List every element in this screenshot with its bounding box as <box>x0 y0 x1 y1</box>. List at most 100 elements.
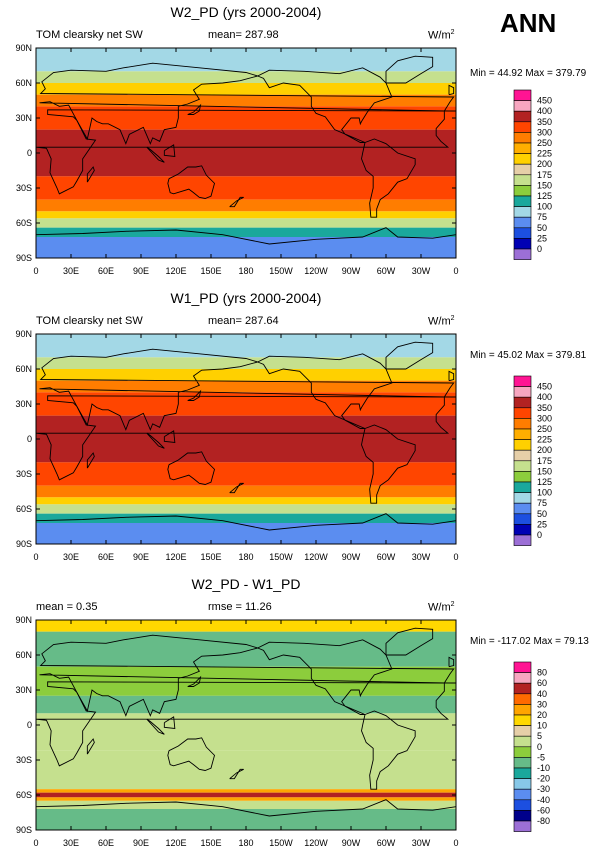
panel2-band-6 <box>36 415 456 463</box>
panel3-xtick-label-0: 0 <box>33 838 38 848</box>
panel3-legend-label-0: 80 <box>537 668 547 678</box>
panel1-legend-box-13 <box>513 227 532 239</box>
panel1-legend-label-3: 300 <box>537 127 552 137</box>
panel3-legend-label-1: 60 <box>537 678 547 688</box>
panel2-coastline-12 <box>163 430 176 444</box>
panel3-rmse: rmse = 11.26 <box>208 601 272 613</box>
panel1-coastline-1 <box>39 62 455 145</box>
panel1-units-text: W/m <box>428 29 451 42</box>
panel1-legend-label-14: 0 <box>537 244 542 254</box>
panel3-ytick-label-3: 0 <box>27 720 32 730</box>
panel1-xtick-label-8: 120W <box>304 266 328 276</box>
panel1-variable: TOM clearsky net SW <box>36 29 143 41</box>
panel1-band-4 <box>36 106 456 118</box>
panel1-coastline-2 <box>257 67 393 143</box>
panel3-band-9 <box>36 797 456 801</box>
panel2-legend-box-9 <box>513 471 532 483</box>
panel1-legend-label-11: 75 <box>537 212 547 222</box>
panel3-coastline-12 <box>163 716 176 730</box>
panel1-ytick-label-3: 0 <box>27 148 32 158</box>
panel1-coastline-5 <box>385 55 434 84</box>
panel3-units-text: W/m <box>428 601 451 614</box>
panel2-coastline-5 <box>385 341 434 370</box>
panel3-band-10 <box>36 800 456 809</box>
panel3-units-sup: 2 <box>450 601 455 608</box>
panel2-band-11 <box>36 504 456 514</box>
panel3-band-3 <box>36 695 456 714</box>
panel2-legend-label-14: 0 <box>537 530 542 540</box>
panel1-ytick-label-2: 30N <box>15 113 32 123</box>
panel1-xtick-label-4: 120E <box>165 266 186 276</box>
panel1-coastline-9 <box>448 84 455 96</box>
panel2-xtick-label-12: 0 <box>453 552 458 562</box>
panel3-legend-box-11 <box>513 778 532 790</box>
panel3-legend-box-13 <box>513 799 532 811</box>
panel2-legend-box-5 <box>513 428 532 440</box>
panel2-ytick-label-3: 0 <box>27 434 32 444</box>
panel1-band-7 <box>36 176 456 188</box>
panel1-band-2 <box>36 83 456 95</box>
panel1-xtick-label-12: 0 <box>453 266 458 276</box>
panel2-legend-label-6: 200 <box>537 445 552 455</box>
panel1-band-11 <box>36 218 456 228</box>
panel2-band-12 <box>36 513 456 523</box>
panel3-legend-box-3 <box>513 693 532 705</box>
panel1-legend-box-15 <box>513 248 532 260</box>
panel2-xtick-label-5: 150E <box>200 552 221 562</box>
panel2-band-7 <box>36 462 456 474</box>
panel3-band-6 <box>36 750 456 790</box>
panel1-legend-label-6: 200 <box>537 159 552 169</box>
panel2-ytick-label-2: 30N <box>15 399 32 409</box>
panel3-ytick-label-4: 30S <box>16 755 32 765</box>
panel3-legend-box-6 <box>513 725 532 737</box>
panel1-ytick-label-0: 90N <box>15 43 32 53</box>
panel2-xtick-label-3: 90E <box>133 552 149 562</box>
panel3-coastline-3 <box>361 710 416 790</box>
panel3-xtick-label-1: 30E <box>63 838 79 848</box>
panel2-coastline-9 <box>448 370 455 382</box>
panel1-xtick-label-0: 0 <box>33 266 38 276</box>
panel2-band-10 <box>36 497 456 505</box>
panel1-legend-box-7 <box>513 163 532 176</box>
panel1-coastline-6 <box>35 227 457 245</box>
panel1-minmax: Min = 44.92 Max = 379.79 <box>470 68 587 79</box>
panel2-band-0 <box>36 334 456 358</box>
panel1-xtick-label-6: 180 <box>238 266 253 276</box>
panel2-xtick-label-8: 120W <box>304 552 328 562</box>
panel1-legend-label-7: 175 <box>537 170 552 180</box>
panel1-legend-label-1: 400 <box>537 106 552 116</box>
panel2-legend-label-5: 225 <box>537 435 552 445</box>
panel1-xtick-label-2: 60E <box>98 266 114 276</box>
panel3-coastline-2 <box>257 639 393 715</box>
panel2-legend-box-13 <box>513 513 532 525</box>
panel2-legend-box-10 <box>513 481 532 493</box>
panel3-legend-label-2: 40 <box>537 689 547 699</box>
panel3-legend-box-15 <box>513 820 532 832</box>
panel3-xtick-label-2: 60E <box>98 838 114 848</box>
season-label: ANN <box>500 8 557 38</box>
panel1-title: W2_PD (yrs 2000-2004) <box>170 4 322 20</box>
panel3-legend-label-5: 10 <box>537 721 547 731</box>
panel3-coastline-6 <box>35 799 457 817</box>
panel1-xtick-label-11: 30W <box>412 266 431 276</box>
panel2-coastline-11 <box>146 432 165 449</box>
panel2-legend-box-1 <box>513 386 532 398</box>
panel3-band-7 <box>36 789 456 793</box>
panel2-units-text: W/m <box>428 315 451 328</box>
panel2-ytick-label-5: 60S <box>16 504 32 514</box>
panel1-band-0 <box>36 48 456 72</box>
panel1-xtick-label-5: 150E <box>200 266 221 276</box>
panel1-ytick-label-5: 60S <box>16 218 32 228</box>
panel1-legend-box-6 <box>513 153 532 165</box>
panel3-ytick-label-5: 60S <box>16 790 32 800</box>
panel2-legend-label-3: 300 <box>537 413 552 423</box>
panel3-coastline-8 <box>187 675 202 687</box>
panel2-xtick-label-10: 60W <box>377 552 396 562</box>
panel2-ytick-label-4: 30S <box>16 469 32 479</box>
panel1-coastline-0 <box>35 109 457 195</box>
panel1-coastline-8 <box>187 103 202 115</box>
panel2-legend-box-0 <box>513 375 532 387</box>
panel2-minmax: Min = 45.02 Max = 379.81 <box>470 350 587 361</box>
panel2-legend-label-7: 175 <box>537 456 552 466</box>
